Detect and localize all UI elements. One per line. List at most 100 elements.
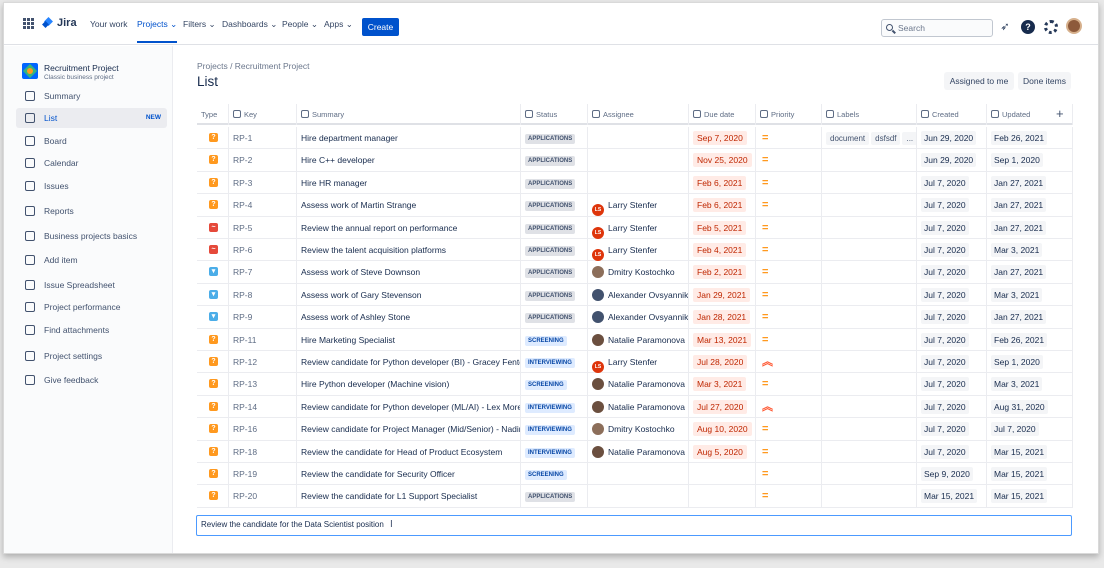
assignee-cell[interactable] bbox=[588, 485, 689, 508]
type-cell[interactable]: ? bbox=[197, 418, 229, 441]
due-date-cell[interactable]: Jul 28, 2020 bbox=[689, 351, 756, 373]
labels-cell[interactable] bbox=[822, 171, 917, 194]
status-cell[interactable]: SCREENING bbox=[521, 328, 588, 351]
summary-cell[interactable]: Hire Python developer (Machine vision) bbox=[297, 373, 521, 396]
status-cell[interactable]: INTERVIEWING bbox=[521, 418, 588, 441]
type-cell[interactable]: ? bbox=[197, 149, 229, 172]
status-cell[interactable]: APPLICATIONS bbox=[521, 171, 588, 194]
summary-cell[interactable]: Assess work of Ashley Stone bbox=[297, 306, 521, 329]
updated-cell[interactable]: Mar 3, 2021 bbox=[987, 283, 1073, 306]
labels-cell[interactable] bbox=[822, 440, 917, 463]
created-cell[interactable]: Jul 7, 2020 bbox=[917, 216, 987, 239]
created-cell[interactable]: Jul 7, 2020 bbox=[917, 328, 987, 351]
type-cell[interactable]: ~ bbox=[197, 216, 229, 239]
priority-cell[interactable]: = bbox=[756, 485, 822, 508]
sidebar-item-3[interactable]: Calendar bbox=[16, 153, 167, 173]
status-cell[interactable]: APPLICATIONS bbox=[521, 194, 588, 217]
sidebar-item-5[interactable]: Reports bbox=[16, 201, 167, 221]
jira-logo[interactable]: Jira bbox=[42, 17, 77, 29]
column-header-key[interactable]: Key bbox=[229, 104, 297, 125]
status-cell[interactable]: APPLICATIONS bbox=[521, 149, 588, 172]
assignee-cell[interactable]: LS Larry Stenfer bbox=[588, 351, 689, 373]
priority-cell[interactable]: = bbox=[756, 149, 822, 172]
table-row[interactable]: ? RP-20 Review the candidate for L1 Suppor… bbox=[197, 485, 1073, 508]
labels-cell[interactable] bbox=[822, 239, 917, 261]
assignee-cell[interactable] bbox=[588, 149, 689, 172]
created-cell[interactable]: Jul 7, 2020 bbox=[917, 351, 987, 373]
due-date-cell[interactable]: Feb 6, 2021 bbox=[689, 171, 756, 194]
assignee-cell[interactable]: Natalie Paramonova bbox=[588, 373, 689, 396]
type-cell[interactable]: ? bbox=[197, 373, 229, 396]
summary-cell[interactable]: Review the annual report on performance bbox=[297, 216, 521, 239]
type-cell[interactable]: ? bbox=[197, 171, 229, 194]
column-header-due-date[interactable]: Due date bbox=[689, 104, 756, 125]
summary-cell[interactable]: Review candidate for Python developer (B… bbox=[297, 351, 521, 373]
created-cell[interactable]: Jul 7, 2020 bbox=[917, 306, 987, 329]
created-cell[interactable]: Jul 7, 2020 bbox=[917, 261, 987, 284]
summary-cell[interactable]: Review candidate for Python developer (M… bbox=[297, 395, 521, 418]
assignee-cell[interactable]: Natalie Paramonova bbox=[588, 328, 689, 351]
priority-cell[interactable]: = bbox=[756, 171, 822, 194]
assignee-cell[interactable]: LS Larry Stenfer bbox=[588, 216, 689, 239]
type-cell[interactable]: ? bbox=[197, 194, 229, 217]
sidebar-item-2[interactable]: Board bbox=[16, 131, 167, 151]
created-cell[interactable]: Jul 7, 2020 bbox=[917, 373, 987, 396]
priority-cell[interactable]: = bbox=[756, 239, 822, 261]
due-date-cell[interactable]: Sep 7, 2020 bbox=[689, 127, 756, 149]
priority-cell[interactable]: = bbox=[756, 127, 822, 149]
priority-cell[interactable]: = bbox=[756, 463, 822, 485]
summary-cell[interactable]: Hire HR manager bbox=[297, 171, 521, 194]
assignee-cell[interactable]: Dmitry Kostochko bbox=[588, 261, 689, 284]
updated-cell[interactable]: Jan 27, 2021 bbox=[987, 194, 1073, 217]
priority-cell[interactable]: ︽ bbox=[756, 395, 822, 418]
priority-cell[interactable]: = bbox=[756, 216, 822, 239]
summary-cell[interactable]: Hire department manager bbox=[297, 127, 521, 149]
type-cell[interactable]: ? bbox=[197, 351, 229, 373]
type-cell[interactable]: ▾ bbox=[197, 261, 229, 284]
table-row[interactable]: ? RP-13 Hire Python developer (Machine vis… bbox=[197, 373, 1073, 396]
summary-cell[interactable]: Review the candidate for Head of Product… bbox=[297, 440, 521, 463]
created-cell[interactable]: Sep 9, 2020 bbox=[917, 463, 987, 485]
updated-cell[interactable]: Jul 7, 2020 bbox=[987, 418, 1073, 441]
labels-cell[interactable] bbox=[822, 395, 917, 418]
labels-cell[interactable] bbox=[822, 485, 917, 508]
labels-cell[interactable] bbox=[822, 216, 917, 239]
status-cell[interactable]: APPLICATIONS bbox=[521, 306, 588, 329]
labels-cell[interactable] bbox=[822, 328, 917, 351]
created-cell[interactable]: Mar 15, 2021 bbox=[917, 485, 987, 508]
type-cell[interactable]: ▾ bbox=[197, 283, 229, 306]
updated-cell[interactable]: Feb 26, 2021 bbox=[987, 328, 1073, 351]
table-row[interactable]: ~ RP-6 Review the talent acquisition platf… bbox=[197, 239, 1073, 262]
priority-cell[interactable]: = bbox=[756, 418, 822, 441]
nav-item-4[interactable]: People ⌄ bbox=[282, 19, 318, 29]
column-header-assignee[interactable]: Assignee bbox=[588, 104, 689, 125]
due-date-cell[interactable]: Feb 6, 2021 bbox=[689, 194, 756, 217]
assigned-to-me-button[interactable]: Assigned to me bbox=[944, 72, 1014, 90]
summary-cell[interactable]: Assess work of Steve Downson bbox=[297, 261, 521, 284]
updated-cell[interactable]: Sep 1, 2020 bbox=[987, 149, 1073, 172]
assignee-cell[interactable]: Alexander Ovsyannikov bbox=[588, 283, 689, 306]
updated-cell[interactable]: Jan 27, 2021 bbox=[987, 261, 1073, 284]
table-row[interactable]: ▾ RP-7 Assess work of Steve Downson APPLICA… bbox=[197, 261, 1073, 284]
column-header-updated[interactable]: Updated bbox=[987, 104, 1073, 125]
add-column-icon[interactable]: + bbox=[1056, 106, 1064, 121]
type-cell[interactable]: ~ bbox=[197, 239, 229, 261]
column-header-type[interactable]: Type bbox=[197, 104, 229, 125]
summary-cell[interactable]: Review the talent acquisition platforms bbox=[297, 239, 521, 261]
table-row[interactable]: ▾ RP-8 Assess work of Gary Stevenson APPLIC… bbox=[197, 283, 1073, 307]
table-row[interactable]: ? RP-12 Review candidate for Python develo… bbox=[197, 351, 1073, 374]
status-cell[interactable]: INTERVIEWING bbox=[521, 395, 588, 418]
priority-cell[interactable]: = bbox=[756, 283, 822, 306]
key-cell[interactable]: RP-1 bbox=[229, 127, 297, 149]
due-date-cell[interactable]: Mar 3, 2021 bbox=[689, 373, 756, 396]
sidebar-item-10[interactable]: Find attachments bbox=[16, 320, 167, 340]
due-date-cell[interactable]: Jul 27, 2020 bbox=[689, 395, 756, 418]
key-cell[interactable]: RP-14 bbox=[229, 395, 297, 418]
due-date-cell[interactable]: Nov 25, 2020 bbox=[689, 149, 756, 172]
type-cell[interactable]: ? bbox=[197, 395, 229, 418]
summary-cell[interactable]: Review the candidate for Security Office… bbox=[297, 463, 521, 485]
due-date-cell[interactable]: Mar 13, 2021 bbox=[689, 328, 756, 351]
updated-cell[interactable]: Mar 15, 2021 bbox=[987, 440, 1073, 463]
key-cell[interactable]: RP-19 bbox=[229, 463, 297, 485]
created-cell[interactable]: Jul 7, 2020 bbox=[917, 418, 987, 441]
